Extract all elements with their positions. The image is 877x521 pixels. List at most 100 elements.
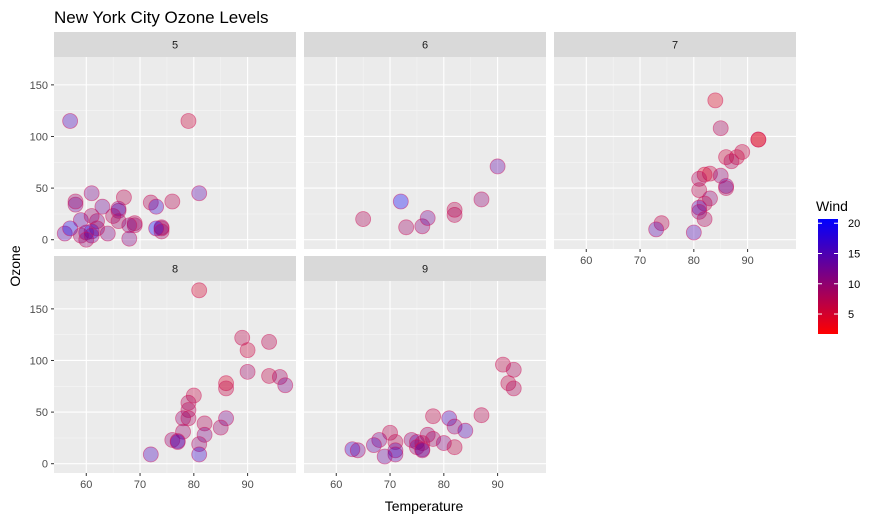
data-point xyxy=(750,131,767,148)
legend-tick-label: 10 xyxy=(848,279,860,291)
data-point xyxy=(414,218,431,235)
data-point xyxy=(83,208,100,224)
x-tick-label: 90 xyxy=(741,255,753,267)
panel-background xyxy=(554,57,796,249)
data-point xyxy=(153,223,170,240)
data-point xyxy=(446,418,463,435)
legend-colorbar xyxy=(818,219,838,334)
legend-title: Wind xyxy=(816,198,848,214)
data-point xyxy=(648,221,665,238)
data-point xyxy=(425,431,441,447)
facet-strip-label: 9 xyxy=(422,264,428,276)
facet-strip xyxy=(304,256,546,281)
data-point xyxy=(696,211,713,227)
data-point xyxy=(218,375,234,392)
data-point xyxy=(218,410,234,427)
data-point xyxy=(414,442,431,459)
data-point xyxy=(349,442,366,459)
data-point xyxy=(110,213,127,230)
data-point xyxy=(271,369,288,385)
data-point xyxy=(718,180,734,196)
data-point xyxy=(376,448,393,465)
data-point xyxy=(94,198,111,215)
y-axis-title: Ozone xyxy=(7,245,23,286)
facet-strip xyxy=(54,32,296,57)
facet-panel-6: 6 xyxy=(304,32,546,249)
panel-background xyxy=(304,281,546,473)
data-point xyxy=(261,334,278,350)
data-point xyxy=(175,423,191,440)
x-tick-label: 60 xyxy=(330,479,342,491)
data-point xyxy=(239,363,256,380)
data-point xyxy=(473,191,490,208)
data-point xyxy=(191,185,208,202)
panel-background xyxy=(304,57,546,249)
data-point xyxy=(175,410,191,427)
data-point xyxy=(196,415,213,432)
data-point xyxy=(718,149,734,166)
data-point xyxy=(728,149,745,166)
data-point xyxy=(366,437,382,454)
data-point xyxy=(653,215,670,232)
data-point xyxy=(344,441,361,458)
facet-strip xyxy=(54,256,296,281)
x-tick-label: 80 xyxy=(688,255,700,267)
facet-panel-9: 9 60 70 80 90 xyxy=(304,256,546,491)
data-point xyxy=(83,185,100,202)
wind-legend: Wind 5 10 15 20 xyxy=(816,198,860,334)
data-point xyxy=(685,224,702,241)
data-point xyxy=(169,434,186,450)
x-tick-label: 90 xyxy=(241,479,253,491)
data-point xyxy=(142,446,159,463)
x-tick-label: 60 xyxy=(80,479,92,491)
data-point xyxy=(148,198,165,215)
data-point xyxy=(180,113,197,129)
x-tick-label: 70 xyxy=(634,255,646,267)
data-point xyxy=(67,193,84,210)
data-point xyxy=(457,422,474,439)
x-tick-label: 90 xyxy=(491,479,503,491)
panel-background xyxy=(54,281,296,473)
x-tick-label: 70 xyxy=(384,479,396,491)
data-point xyxy=(712,120,729,137)
facet-strip xyxy=(304,32,546,57)
data-point xyxy=(78,231,95,248)
legend-tick-label: 15 xyxy=(848,249,860,261)
y-tick-label: 100 xyxy=(30,131,48,143)
data-point xyxy=(696,166,713,183)
x-tick-label: 80 xyxy=(438,479,450,491)
data-point xyxy=(505,380,522,397)
data-point xyxy=(387,434,404,450)
data-point xyxy=(446,207,463,223)
x-tick-label: 60 xyxy=(580,255,592,267)
chart-title: New York City Ozone Levels xyxy=(54,8,269,27)
legend-tick-label: 20 xyxy=(848,218,860,230)
data-point xyxy=(435,435,452,451)
data-point xyxy=(142,194,159,211)
data-point xyxy=(489,158,506,175)
y-tick-label: 50 xyxy=(36,407,48,419)
data-point xyxy=(126,217,143,234)
data-point xyxy=(723,153,740,170)
data-point xyxy=(691,182,708,199)
y-tick-label: 0 xyxy=(42,235,48,247)
y-tick-label: 150 xyxy=(30,80,48,92)
facet-strip-label: 8 xyxy=(172,264,178,276)
data-point xyxy=(392,193,409,210)
facet-strip-label: 6 xyxy=(422,40,428,52)
data-point xyxy=(121,230,138,247)
data-point xyxy=(180,402,197,418)
data-point xyxy=(164,193,181,210)
y-tick-label: 50 xyxy=(36,183,48,195)
data-point xyxy=(191,446,208,463)
data-point xyxy=(218,380,234,397)
data-point xyxy=(121,217,138,234)
data-point xyxy=(398,219,415,236)
data-point xyxy=(191,282,208,299)
panel-background xyxy=(54,57,296,249)
data-point xyxy=(505,361,522,378)
y-tick-label: 100 xyxy=(30,355,48,367)
